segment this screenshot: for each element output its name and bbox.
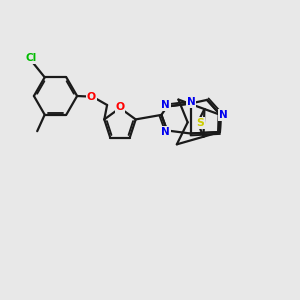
Text: S: S — [196, 118, 204, 128]
Text: O: O — [116, 102, 124, 112]
Text: N: N — [187, 97, 196, 107]
Text: N: N — [161, 127, 170, 137]
Text: Cl: Cl — [26, 53, 37, 63]
Text: N: N — [161, 100, 170, 110]
Text: N: N — [218, 110, 227, 120]
Text: O: O — [87, 92, 96, 102]
